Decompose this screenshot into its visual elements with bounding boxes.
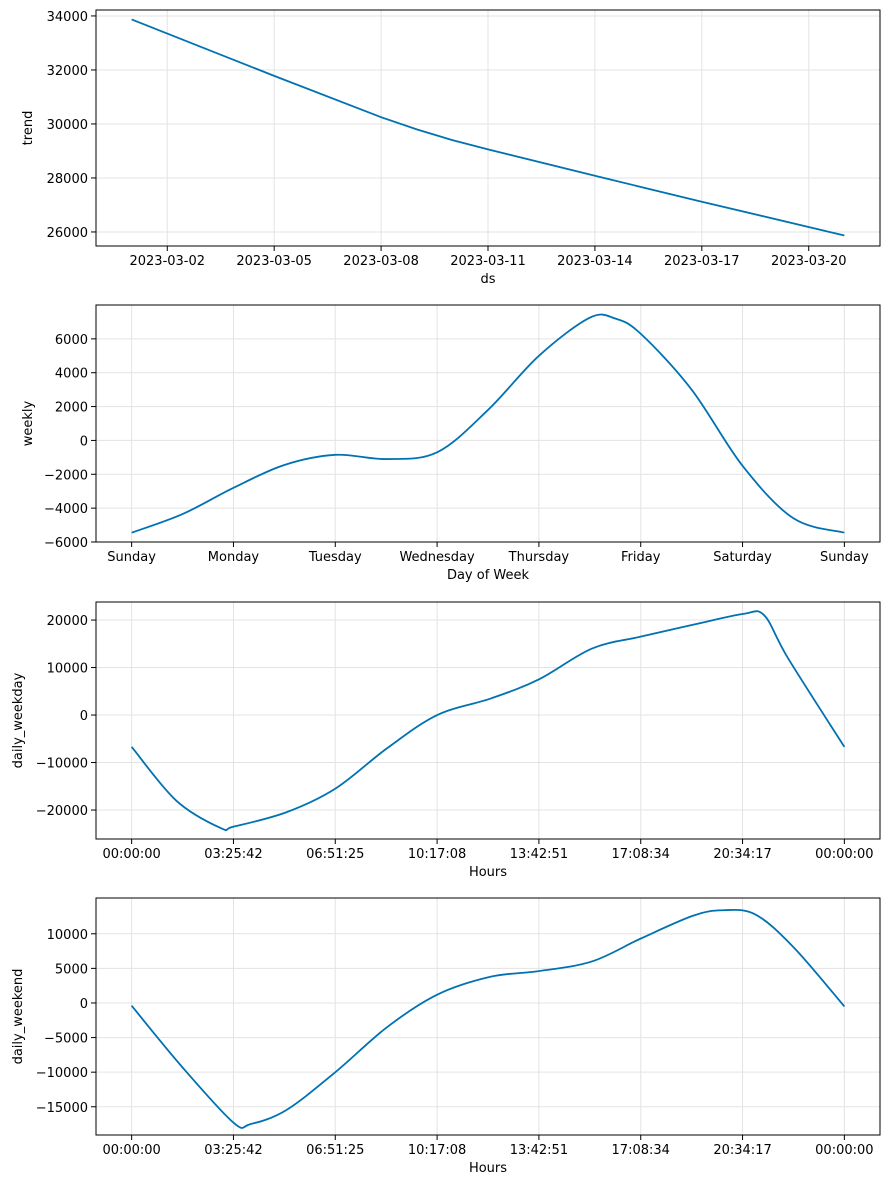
y-tick-label: 10000 [47, 662, 88, 677]
y-tick-label: 4000 [55, 367, 88, 382]
y-tick-label: 0 [80, 434, 88, 449]
y-tick-label: 10000 [47, 928, 88, 943]
y-tick-label: 34000 [47, 10, 88, 25]
y-tick-label: −15000 [36, 1101, 88, 1116]
y-tick-label: −20000 [36, 804, 88, 819]
x-tick-label: 00:00:00 [102, 1143, 160, 1158]
y-tick-label: 0 [80, 997, 88, 1012]
x-tick-label: Sunday [820, 550, 869, 565]
x-tick-label: 2023-03-14 [557, 254, 633, 269]
axes-frame [95, 601, 881, 840]
y-tick-label: 6000 [55, 333, 88, 348]
y-tick-label: 32000 [47, 64, 88, 79]
x-axis-label: Hours [469, 1161, 507, 1176]
x-tick-label: 2023-03-02 [129, 254, 205, 269]
x-tick-label: Thursday [508, 550, 570, 565]
x-tick-label: 10:17:08 [408, 1143, 466, 1158]
axes-frame [95, 897, 881, 1136]
series-line-trend [131, 18, 845, 237]
y-tick-label: −5000 [44, 1032, 88, 1047]
chart-weekly: Sunday Monday Tuesday Wednesday Thursday Frid… [21, 304, 881, 583]
x-tick-label: 2023-03-05 [236, 254, 312, 269]
chart-trend: 2023-03-02 2023-03-05 2023-03-08 2023-03-11… [21, 9, 881, 287]
y-tick-label: 30000 [47, 118, 88, 133]
x-tick-label: 17:08:34 [612, 847, 670, 862]
x-tick-label: 06:51:25 [306, 847, 364, 862]
y-tick-label: 28000 [47, 172, 88, 187]
x-tick-label: 2023-03-20 [771, 254, 847, 269]
x-tick-label: 00:00:00 [815, 847, 873, 862]
x-tick-label: Tuesday [308, 550, 362, 565]
x-tick-label: 10:17:08 [408, 847, 466, 862]
y-tick-label: 5000 [55, 962, 88, 977]
x-tick-label: 2023-03-08 [343, 254, 419, 269]
y-tick-label: −6000 [44, 536, 88, 551]
y-tick-label: −2000 [44, 468, 88, 483]
y-tick-label: −10000 [36, 1066, 88, 1081]
y-axis-label: daily_weekday [11, 672, 26, 768]
series-line-weekly [131, 313, 845, 534]
x-axis-label: ds [480, 272, 495, 287]
chart-daily_weekend: 00:00:00 03:25:42 06:51:25 10:17:08 13:42:51… [11, 897, 881, 1176]
y-axis-label: trend [21, 111, 36, 146]
series-line-daily_weekend [130, 908, 846, 1129]
x-tick-label: 13:42:51 [510, 1143, 568, 1158]
x-tick-label: Wednesday [399, 550, 475, 565]
axes-frame [95, 304, 881, 543]
y-axis-label: weekly [21, 400, 36, 446]
x-tick-label: Friday [621, 550, 661, 565]
x-axis-label: Day of Week [447, 568, 530, 583]
x-tick-label: 20:34:17 [713, 847, 771, 862]
x-tick-label: Saturday [713, 550, 772, 565]
series-line-daily_weekday [130, 610, 846, 832]
x-tick-label: 20:34:17 [713, 1143, 771, 1158]
x-axis-label: Hours [469, 865, 507, 880]
x-tick-label: 03:25:42 [204, 1143, 262, 1158]
x-tick-label: 2023-03-17 [664, 254, 740, 269]
y-tick-label: 26000 [47, 226, 88, 241]
x-tick-label: 13:42:51 [510, 847, 568, 862]
x-tick-label: 00:00:00 [815, 1143, 873, 1158]
x-tick-label: 06:51:25 [306, 1143, 364, 1158]
x-tick-label: 00:00:00 [102, 847, 160, 862]
chart-daily_weekday: 00:00:00 03:25:42 06:51:25 10:17:08 13:42:51… [11, 601, 881, 880]
y-tick-label: 20000 [47, 614, 88, 629]
x-tick-label: 17:08:34 [612, 1143, 670, 1158]
x-tick-label: 03:25:42 [204, 847, 262, 862]
y-tick-label: −10000 [36, 757, 88, 772]
x-tick-label: Sunday [107, 550, 156, 565]
y-tick-label: 0 [80, 709, 88, 724]
x-tick-label: Monday [208, 550, 260, 565]
axes-frame [95, 9, 881, 247]
y-tick-label: −4000 [44, 502, 88, 517]
y-tick-label: 2000 [55, 401, 88, 416]
x-tick-label: 2023-03-11 [450, 254, 526, 269]
y-axis-label: daily_weekend [11, 969, 26, 1065]
